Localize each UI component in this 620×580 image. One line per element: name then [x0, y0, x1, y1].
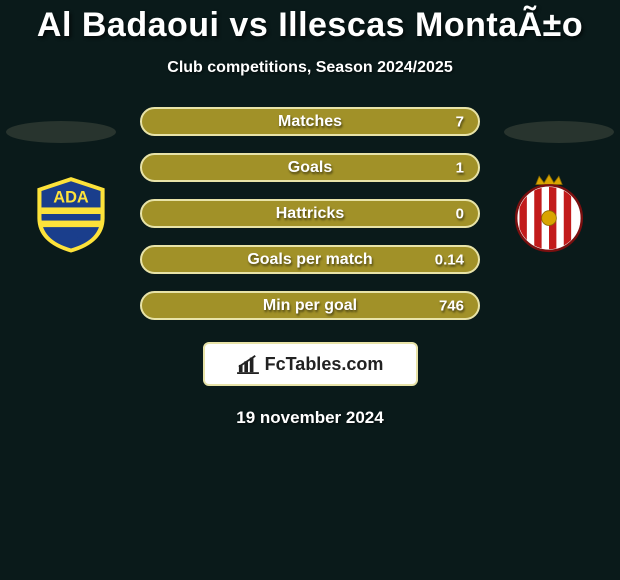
shield-icon: ADA 71: [30, 173, 112, 255]
crest-icon: [508, 173, 590, 255]
stat-label: Hattricks: [276, 205, 344, 223]
stat-bar-goals-per-match: Goals per match 0.14: [140, 245, 480, 274]
stat-label: Goals per match: [247, 251, 372, 269]
stat-label: Min per goal: [263, 297, 357, 315]
page-title: Al Badaoui vs Illescas MontaÃ±o: [0, 0, 620, 45]
stat-value: 0.14: [435, 251, 464, 268]
shadow-oval-right: [504, 121, 614, 143]
stat-bar-min-per-goal: Min per goal 746: [140, 291, 480, 320]
stat-label: Goals: [288, 159, 332, 177]
snapshot-date: 19 november 2024: [0, 408, 620, 428]
stat-value: 7: [456, 113, 464, 130]
source-logo-text: FcTables.com: [265, 354, 384, 375]
svg-text:ADA: ADA: [53, 189, 89, 207]
stat-bar-goals: Goals 1: [140, 153, 480, 182]
source-logo: FcTables.com: [203, 342, 418, 386]
club-badge-right: [508, 173, 590, 255]
stat-label: Matches: [278, 113, 342, 131]
stat-value: 1: [456, 159, 464, 176]
stat-value: 0: [456, 205, 464, 222]
svg-text:71: 71: [64, 227, 79, 242]
stat-value: 746: [439, 297, 464, 314]
stat-bar-hattricks: Hattricks 0: [140, 199, 480, 228]
page-subtitle: Club competitions, Season 2024/2025: [0, 59, 620, 77]
club-badge-left: ADA 71: [30, 173, 112, 255]
stat-bar-matches: Matches 7: [140, 107, 480, 136]
shadow-oval-left: [6, 121, 116, 143]
bar-chart-icon: [237, 354, 259, 374]
comparison-panel: ADA 71 Matches 7 Goals 1 Hatt: [0, 107, 620, 428]
stat-bars: Matches 7 Goals 1 Hattricks 0 Goals per …: [140, 107, 480, 320]
